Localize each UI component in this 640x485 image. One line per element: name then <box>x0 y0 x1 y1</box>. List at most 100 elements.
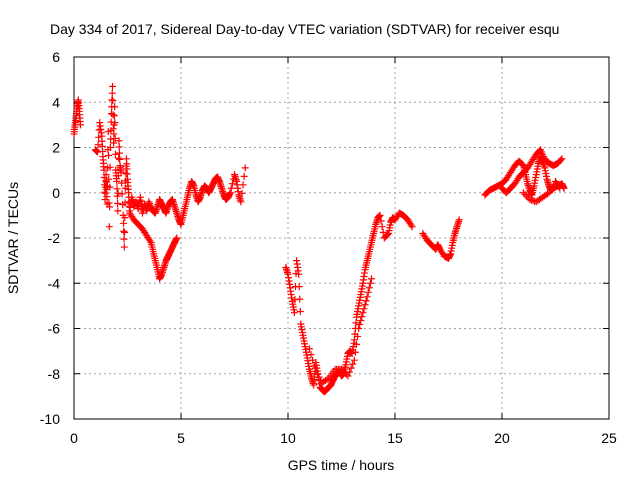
x-axis-label: GPS time / hours <box>288 457 395 473</box>
data-point <box>359 309 367 317</box>
data-point <box>109 82 117 90</box>
data-point <box>113 185 121 193</box>
data-point <box>376 211 384 219</box>
y-tick-label: 2 <box>52 140 60 156</box>
data-point <box>113 177 121 185</box>
x-tick-label: 15 <box>387 430 403 446</box>
data-point <box>518 160 526 168</box>
data-point <box>307 351 315 359</box>
data-point <box>365 284 373 292</box>
data-point <box>347 364 355 372</box>
x-tick-label: 25 <box>601 430 617 446</box>
chart-title: Day 334 of 2017, Sidereal Day-to-day VTE… <box>50 21 559 37</box>
data-point <box>384 231 392 239</box>
data-point <box>241 164 249 172</box>
data-point <box>106 144 114 151</box>
data-point <box>226 189 234 197</box>
data-point <box>108 89 116 97</box>
data-point <box>120 243 128 251</box>
y-tick-label: 0 <box>52 185 60 201</box>
data-point <box>556 184 564 192</box>
data-point <box>408 223 416 231</box>
data-point <box>173 234 181 242</box>
data-point <box>290 309 298 317</box>
data-point <box>111 134 119 142</box>
data-point <box>118 190 126 198</box>
data-point <box>351 348 359 356</box>
data-point <box>115 154 123 162</box>
data-point <box>114 207 122 215</box>
y-tick-label: -2 <box>48 230 61 246</box>
data-point <box>407 221 415 229</box>
data-point <box>338 365 345 373</box>
data-point <box>367 275 375 283</box>
data-point <box>357 317 365 325</box>
data-point <box>352 340 360 348</box>
data-point <box>238 189 246 197</box>
data-point <box>543 190 551 198</box>
data-point <box>228 180 236 188</box>
y-tick-label: -10 <box>40 411 60 427</box>
x-tick-label: 20 <box>494 430 510 446</box>
data-point <box>111 103 119 111</box>
series-segment-1b <box>91 82 249 251</box>
data-point <box>146 237 154 245</box>
data-point <box>362 297 370 305</box>
data-point <box>305 345 313 353</box>
data-point <box>121 214 129 222</box>
data-point <box>363 293 371 301</box>
data-point <box>106 163 114 171</box>
grid-layer <box>74 57 609 419</box>
series-segment-2 <box>282 209 416 396</box>
data-point <box>323 375 331 383</box>
data-point <box>115 149 123 157</box>
data-point <box>115 143 123 151</box>
y-tick-label: 4 <box>52 94 60 110</box>
data-point <box>121 228 129 236</box>
tick-layer: 0 5 10 15 20 25 -10 -8 -6 -4 -2 0 2 4 6 <box>40 49 617 446</box>
data-point <box>116 155 124 163</box>
data-point <box>295 283 303 291</box>
y-tick-label: -4 <box>48 275 61 291</box>
series-segment-3 <box>481 153 568 199</box>
data-point <box>519 189 527 197</box>
y-tick-label: -8 <box>48 366 61 382</box>
data-point <box>358 313 366 321</box>
data-point <box>94 141 102 149</box>
data-point <box>117 168 125 176</box>
data-point <box>111 119 119 127</box>
data-point <box>366 279 374 287</box>
data-point <box>521 190 529 198</box>
series-segment-2b <box>305 275 375 387</box>
data-point <box>109 97 117 105</box>
data-point <box>355 325 363 332</box>
data-point <box>118 179 126 187</box>
data-point <box>350 356 358 364</box>
data-point <box>76 121 84 129</box>
data-point <box>239 181 247 189</box>
data-point <box>309 356 317 364</box>
y-axis-label: SDTVAR / TECUs <box>5 182 21 294</box>
data-point <box>119 219 127 227</box>
data-point <box>105 223 113 231</box>
data-point <box>557 156 565 164</box>
data-point <box>102 171 110 179</box>
data-point <box>95 133 103 141</box>
data-point <box>360 305 368 313</box>
data-point <box>120 235 128 243</box>
data-point <box>555 183 563 191</box>
data-point <box>103 193 111 201</box>
data-point <box>227 184 235 192</box>
data-point <box>240 172 248 180</box>
data-point <box>121 199 129 207</box>
data-point <box>120 227 128 235</box>
data-point <box>346 368 354 376</box>
data-point <box>106 203 114 211</box>
data-point <box>101 189 109 197</box>
data-point <box>106 183 114 191</box>
x-tick-label: 5 <box>177 430 185 446</box>
data-point <box>339 367 347 375</box>
data-point <box>105 175 113 183</box>
